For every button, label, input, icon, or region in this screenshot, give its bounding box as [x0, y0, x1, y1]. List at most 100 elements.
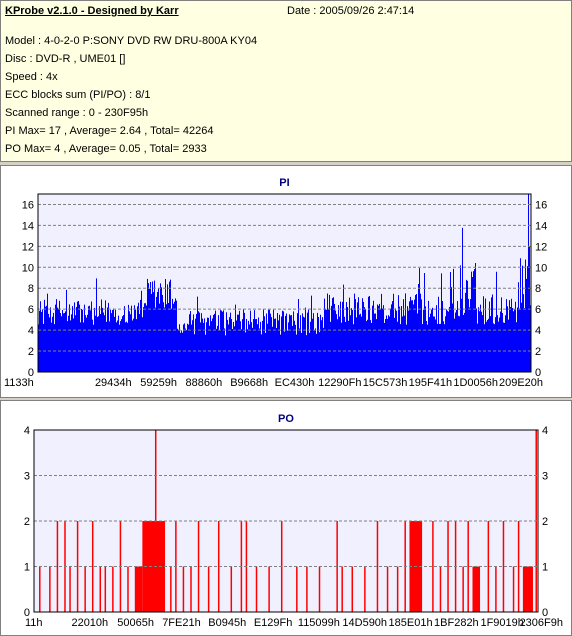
x-tick-label: 88860h [186, 377, 223, 389]
pi-stats: PI Max= 17 , Average= 2.64 , Total= 4226… [5, 125, 214, 137]
po-bar [447, 521, 449, 612]
chart-title: PI [279, 177, 289, 189]
x-tick-label: E129Fh [254, 617, 293, 629]
po-bar-block [134, 566, 143, 612]
y-tick-label-right: 8 [535, 283, 541, 295]
x-tick-label: 14D590h [342, 617, 387, 629]
po-bar [439, 566, 442, 612]
scanned-range: Scanned range : 0 - 230F95h [5, 107, 149, 119]
plot-border [33, 429, 539, 613]
x-tick-label: 50065h [117, 617, 154, 629]
y-tick-label-left: 8 [28, 283, 34, 295]
po-bar [170, 566, 172, 612]
po-bar [127, 566, 129, 612]
y-tick-label-right: 16 [535, 199, 547, 211]
po-bar-block [142, 521, 166, 612]
x-tick-label: 1BF282h [434, 617, 479, 629]
x-tick-label: 2306F9h [520, 617, 563, 629]
x-tick-label: 209E20h [499, 377, 543, 389]
y-tick-label-left: 2 [28, 346, 34, 358]
y-tick-label-left: 10 [22, 262, 34, 274]
po-bar [517, 521, 520, 612]
po-bar [84, 566, 86, 612]
x-tick-label: 185E01h [389, 617, 433, 629]
chart-title: PO [278, 413, 294, 425]
disc-info: Disc : DVD-R , UME01 [] [5, 53, 126, 65]
po-bar [336, 521, 338, 612]
pi-chart-panel: PI 0 0 2 2 4 4 6 6 8 8 10 10 12 12 14 14 16 16 1133h 29434h 5… [0, 165, 572, 398]
drive-model: Model : 4-0-2-0 P:SONY DVD RW DRU-800A K… [5, 35, 258, 47]
po-bar [487, 521, 490, 612]
po-bar [386, 566, 389, 612]
po-bar [341, 566, 343, 612]
x-tick-label: 22010h [71, 617, 108, 629]
y-tick-label-left: 12 [22, 241, 34, 253]
po-bar [351, 566, 354, 612]
po-bar [306, 566, 308, 612]
po-bar [56, 521, 59, 612]
y-tick-label-right: 2 [535, 346, 541, 358]
po-bar [49, 566, 51, 612]
y-tick-label-right: 3 [542, 471, 548, 483]
po-bar [376, 521, 379, 612]
po-bar [462, 566, 464, 612]
x-tick-label: 11h [25, 617, 43, 629]
po-bar [91, 521, 94, 612]
x-tick-label: 59259h [140, 377, 177, 389]
po-bar [182, 566, 185, 612]
y-tick-label-right: 0 [542, 607, 548, 619]
y-tick-label-right: 2 [542, 516, 548, 528]
pi-chart: PI 0 0 2 2 4 4 6 6 8 8 10 10 12 12 14 14 16 16 1133h 29434h 5… [4, 177, 547, 389]
po-bar [432, 521, 434, 612]
po-bar [467, 521, 469, 612]
x-tick-label: B0945h [208, 617, 246, 629]
po-bar [502, 521, 505, 612]
scan-date: Date : 2005/09/26 2:47:14 [287, 5, 415, 17]
po-bar [255, 566, 258, 612]
x-tick-label: 1133h [4, 377, 34, 389]
x-tick-label: 115099h [298, 617, 340, 629]
x-tick-label: 1F9019h [480, 617, 523, 629]
y-tick-label-right: 6 [535, 304, 541, 316]
po-bar [217, 521, 220, 612]
y-tick-label-right: 10 [535, 262, 547, 274]
po-bar [112, 566, 114, 612]
y-tick-label-left: 4 [28, 325, 34, 337]
y-tick-label-right: 4 [535, 325, 541, 337]
y-tick-label-left: 16 [22, 199, 34, 211]
y-tick-label-left: 14 [22, 220, 34, 232]
po-bar [364, 566, 366, 612]
x-tick-label: 29434h [95, 377, 132, 389]
po-chart-panel: PO 0 0 1 1 2 2 3 3 4 4 11h 22010h 50065h 7FE21h B0945h E… [0, 400, 572, 636]
y-tick-label-right: 12 [535, 241, 547, 253]
x-tick-label: B9668h [230, 377, 268, 389]
po-bar [396, 566, 399, 612]
po-bar-block [472, 566, 481, 612]
po-bar [296, 566, 298, 612]
y-tick-label-right: 14 [535, 220, 547, 232]
po-bar [197, 521, 200, 612]
y-tick-label-left: 2 [24, 516, 30, 528]
y-tick-label-right: 0 [535, 367, 541, 379]
y-tick-label-right: 1 [542, 562, 548, 574]
x-tick-label: 15C573h [363, 377, 408, 389]
app-title: KProbe v2.1.0 - Designed by Karr [5, 5, 179, 17]
po-bar [268, 566, 270, 612]
ecc-info: ECC blocks sum (PI/PO) : 8/1 [5, 89, 151, 101]
y-tick-label-left: 0 [28, 367, 34, 379]
po-bar [104, 566, 107, 612]
speed-info: Speed : 4x [5, 71, 58, 83]
pi-series-area [38, 194, 531, 372]
x-tick-label: EC430h [275, 377, 315, 389]
po-bar [69, 566, 71, 612]
y-tick-label-right: 4 [542, 425, 548, 437]
po-bar [230, 566, 233, 612]
po-bar [190, 566, 192, 612]
y-tick-label-left: 4 [24, 425, 30, 437]
y-tick-label-left: 0 [24, 607, 30, 619]
po-stats: PO Max= 4 , Average= 0.05 , Total= 2933 [5, 143, 207, 155]
po-chart: PO 0 0 1 1 2 2 3 3 4 4 11h 22010h 50065h 7FE21h B0945h E… [24, 413, 563, 629]
y-tick-label-left: 3 [24, 471, 30, 483]
po-bar [495, 566, 497, 612]
y-tick-label-left: 6 [28, 304, 34, 316]
